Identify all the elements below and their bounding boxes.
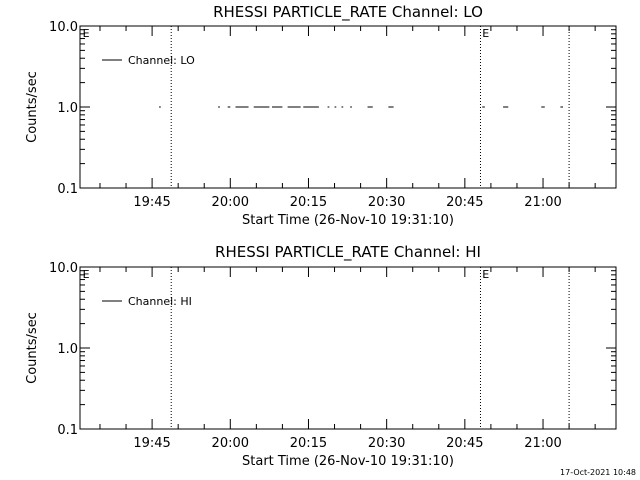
y-axis-label: Counts/sec bbox=[25, 71, 40, 143]
x-tick-label: 20:45 bbox=[446, 195, 483, 210]
event-marker-e: E bbox=[482, 268, 489, 281]
chart-title: RHESSI PARTICLE_RATE Channel: HI bbox=[215, 243, 481, 262]
x-tick-label: 21:00 bbox=[524, 436, 561, 451]
event-marker-e: E bbox=[482, 27, 489, 40]
x-tick-label: 20:45 bbox=[446, 436, 483, 451]
chart-panel-2: RHESSI PARTICLE_RATE Channel: HI 0.1 1.0 10… bbox=[25, 243, 617, 469]
chart-panel-1: RHESSI PARTICLE_RATE Channel: LO 0.1 1.0 10… bbox=[25, 3, 617, 228]
x-tick-label: 19:45 bbox=[133, 436, 170, 451]
event-marker-e: E bbox=[83, 27, 90, 40]
y-tick-label: 10.0 bbox=[49, 20, 78, 35]
x-tick-label: 20:00 bbox=[212, 436, 249, 451]
y-tick-label: 0.1 bbox=[57, 423, 78, 438]
legend-label: Channel: HI bbox=[128, 295, 192, 308]
y-tick-label: 10.0 bbox=[49, 261, 78, 276]
legend-label: Channel: LO bbox=[128, 54, 195, 67]
y-axis-label: Counts/sec bbox=[25, 312, 40, 384]
y-tick-label: 0.1 bbox=[57, 182, 78, 197]
y-tick-label: 1.0 bbox=[57, 101, 78, 116]
x-tick-label: 20:15 bbox=[290, 195, 327, 210]
event-marker-e: E bbox=[83, 268, 90, 281]
y-tick-label: 1.0 bbox=[57, 342, 78, 357]
x-axis-label: Start Time (26-Nov-10 19:31:10) bbox=[242, 454, 454, 469]
x-tick-label: 20:15 bbox=[290, 436, 327, 451]
chart-title: RHESSI PARTICLE_RATE Channel: LO bbox=[213, 3, 483, 22]
x-tick-label: 20:30 bbox=[368, 436, 405, 451]
x-tick-label: 20:30 bbox=[368, 195, 405, 210]
print-timestamp: 17-Oct-2021 10:48 bbox=[560, 468, 636, 477]
x-tick-label: 19:45 bbox=[133, 195, 170, 210]
x-tick-label: 20:00 bbox=[212, 195, 249, 210]
x-axis-label: Start Time (26-Nov-10 19:31:10) bbox=[242, 213, 454, 228]
x-tick-label: 21:00 bbox=[524, 195, 561, 210]
